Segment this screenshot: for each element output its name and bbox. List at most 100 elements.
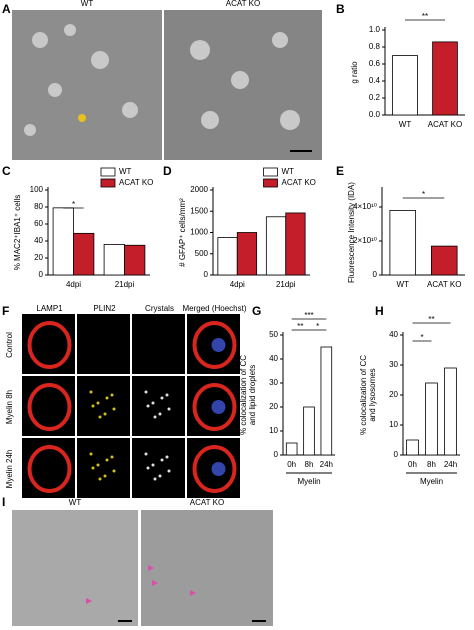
legend-label: WT: [282, 167, 295, 176]
image-label: WT: [69, 498, 82, 507]
panel-letter: H: [375, 304, 384, 318]
y-tick-label: 60: [34, 219, 43, 228]
significance-label: *: [420, 333, 423, 342]
bar: [236, 232, 258, 276]
texture: [24, 24, 300, 136]
y-tick-label: 40: [269, 354, 278, 363]
y-tick-label: 30: [269, 378, 278, 387]
nucleus: [211, 462, 226, 476]
panel-letter: G: [252, 304, 261, 318]
scale-bar: [118, 620, 132, 622]
speck: [89, 390, 93, 394]
speck: [112, 469, 116, 473]
bar: [217, 237, 238, 276]
y-axis-label: % MAC2⁺IBA1⁺ cells: [13, 195, 22, 271]
panel-letter: B: [336, 2, 345, 16]
bar: [265, 216, 287, 276]
speck: [153, 477, 157, 481]
x-tick-label: 8h: [305, 460, 314, 469]
panel-letter: I: [2, 495, 5, 509]
row-label: Control: [5, 332, 14, 358]
micrograph: [12, 10, 162, 160]
speck: [91, 404, 95, 408]
bar: [52, 207, 74, 276]
y-axis-label: g ratio: [350, 61, 359, 84]
bar: [285, 442, 298, 456]
y-axis-label: Fluorescence Intensity (IDA): [347, 182, 356, 283]
y-tick-label: 1.0: [369, 25, 381, 34]
y-tick-label: 30: [389, 360, 398, 369]
speck: [105, 396, 109, 400]
speck: [103, 474, 107, 478]
y-tick-label: 1500: [190, 206, 208, 215]
legend-swatch: [100, 167, 116, 177]
significance-label: **: [297, 322, 303, 331]
column-label: LAMP1: [36, 304, 63, 313]
speck: [146, 466, 150, 470]
x-tick-label: 21dpi: [115, 280, 135, 289]
y-axis-label: % colocalization of CC: [239, 355, 248, 435]
legend-label: ACAT KO: [119, 178, 153, 187]
legend-swatch: [100, 178, 116, 188]
significance-label: *: [316, 322, 319, 331]
y-axis-label: % colocalization of CC: [359, 355, 368, 435]
speck: [91, 466, 95, 470]
speck: [105, 458, 109, 462]
row-label: Myelin 24h: [5, 450, 14, 489]
speck: [153, 415, 157, 419]
legend-swatch: [263, 167, 278, 177]
x-tick-label: WT: [397, 280, 410, 289]
significance-label: **: [422, 12, 428, 21]
speck: [167, 407, 171, 411]
bar: [389, 209, 417, 276]
image-label: ACAT KO: [190, 498, 224, 507]
speck: [151, 401, 155, 405]
panel-letter: D: [163, 164, 172, 178]
x-tick-label: 21dpi: [276, 280, 296, 289]
cell: [192, 321, 237, 369]
cell: [27, 383, 72, 431]
speck: [103, 412, 107, 416]
speck: [110, 455, 114, 459]
significance-label: ***: [304, 311, 313, 320]
x-tick-label: 24h: [444, 460, 457, 469]
x-tick-label: 4dpi: [66, 280, 81, 289]
y-tick-label: 20: [389, 390, 398, 399]
micrograph: [132, 438, 185, 498]
micrograph: [132, 376, 185, 436]
speck: [167, 469, 171, 473]
y-tick-label: 10: [269, 426, 278, 435]
y-tick-label: 80: [34, 202, 43, 211]
bar: [444, 367, 457, 456]
y-tick-label: 0.8: [369, 42, 381, 51]
legend-label: ACAT KO: [282, 178, 316, 187]
scale-bar: [252, 620, 266, 622]
speck: [98, 477, 102, 481]
cell: [27, 445, 72, 493]
legend-swatch: [263, 178, 278, 188]
y-tick-label: 0.4: [369, 76, 381, 85]
bar: [430, 245, 458, 276]
x-tick-label: 24h: [320, 460, 333, 469]
significance-label: **: [428, 315, 434, 324]
y-tick-label: 0.6: [369, 59, 381, 68]
micrograph: [132, 314, 185, 374]
x-tick-label: ACAT KO: [427, 280, 461, 289]
arrowheads: [86, 565, 196, 604]
speck: [158, 412, 162, 416]
x-tick-label: 8h: [427, 460, 436, 469]
speck: [98, 415, 102, 419]
bar: [103, 243, 125, 276]
image-label: ACAT KO: [226, 0, 260, 8]
y-axis-label: # GFAP⁺ cells/mm²: [178, 198, 187, 267]
y-tick-label: 40: [389, 330, 398, 339]
significance-label: *: [72, 200, 75, 209]
micrograph: [77, 376, 130, 436]
y-tick-label: 0.0: [369, 110, 381, 119]
bar: [303, 406, 315, 456]
column-label: PLIN2: [93, 304, 116, 313]
panel-letter: F: [2, 304, 9, 318]
x-tick-label: 4dpi: [230, 280, 245, 289]
image-label: WT: [81, 0, 94, 8]
